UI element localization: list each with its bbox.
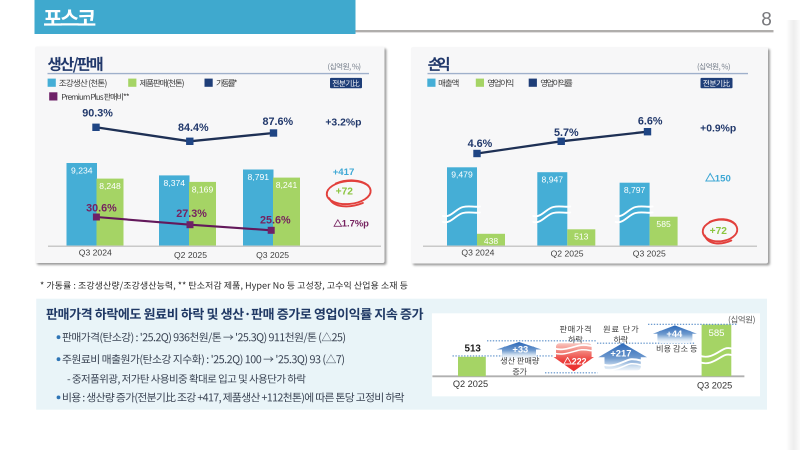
svg-text:8,947: 8,947 [542,175,564,185]
svg-text:84.4%: 84.4% [178,122,209,134]
svg-text:+72: +72 [336,187,354,198]
svg-text:Q2 2025: Q2 2025 [453,379,488,389]
svg-text:9,479: 9,479 [451,170,473,180]
svg-text:+33: +33 [512,343,528,354]
svg-text:+217: +217 [610,347,631,358]
svg-text:585: 585 [708,328,724,339]
svg-text:+0.9%p: +0.9%p [700,123,736,134]
svg-text:Q3 2024: Q3 2024 [461,248,494,258]
svg-text:8: 8 [761,10,772,31]
svg-text:Q3 2025: Q3 2025 [256,250,289,260]
svg-text:513: 513 [574,232,589,242]
svg-text:8,248: 8,248 [99,181,121,191]
svg-text:30.6%: 30.6% [86,202,117,214]
svg-text:Q2 2025: Q2 2025 [551,249,584,259]
svg-text:150: 150 [715,173,731,184]
svg-text:25.6%: 25.6% [260,215,291,227]
svg-text:+3.2%p: +3.2%p [325,118,361,129]
svg-text:585: 585 [656,219,671,229]
svg-text:Q3 2024: Q3 2024 [79,247,112,257]
svg-text:8,374: 8,374 [164,178,186,188]
svg-text:Q3 2025: Q3 2025 [633,249,666,259]
svg-text:+417: +417 [333,167,355,178]
svg-text:+72: +72 [710,226,728,237]
svg-text:8,797: 8,797 [624,185,646,195]
svg-text:Q2 2025: Q2 2025 [174,250,207,260]
svg-text:Q3 2025: Q3 2025 [697,381,732,391]
svg-text:438: 438 [484,236,499,246]
svg-text:9,234: 9,234 [71,165,93,175]
svg-text:8,241: 8,241 [276,180,298,190]
svg-text:+44: +44 [666,328,683,339]
svg-text:513: 513 [465,343,482,354]
svg-text:8,169: 8,169 [192,184,214,194]
svg-text:27.3%: 27.3% [176,208,207,220]
svg-text:4.6%: 4.6% [468,138,493,150]
svg-text:8,791: 8,791 [248,172,270,182]
svg-text:87.6%: 87.6% [262,116,293,128]
svg-text:5.7%: 5.7% [554,127,579,139]
svg-text:222: 222 [572,356,587,366]
svg-text:1.7%p: 1.7%p [342,218,369,229]
svg-text:90.3%: 90.3% [82,107,113,119]
svg-text:6.6%: 6.6% [638,116,663,128]
